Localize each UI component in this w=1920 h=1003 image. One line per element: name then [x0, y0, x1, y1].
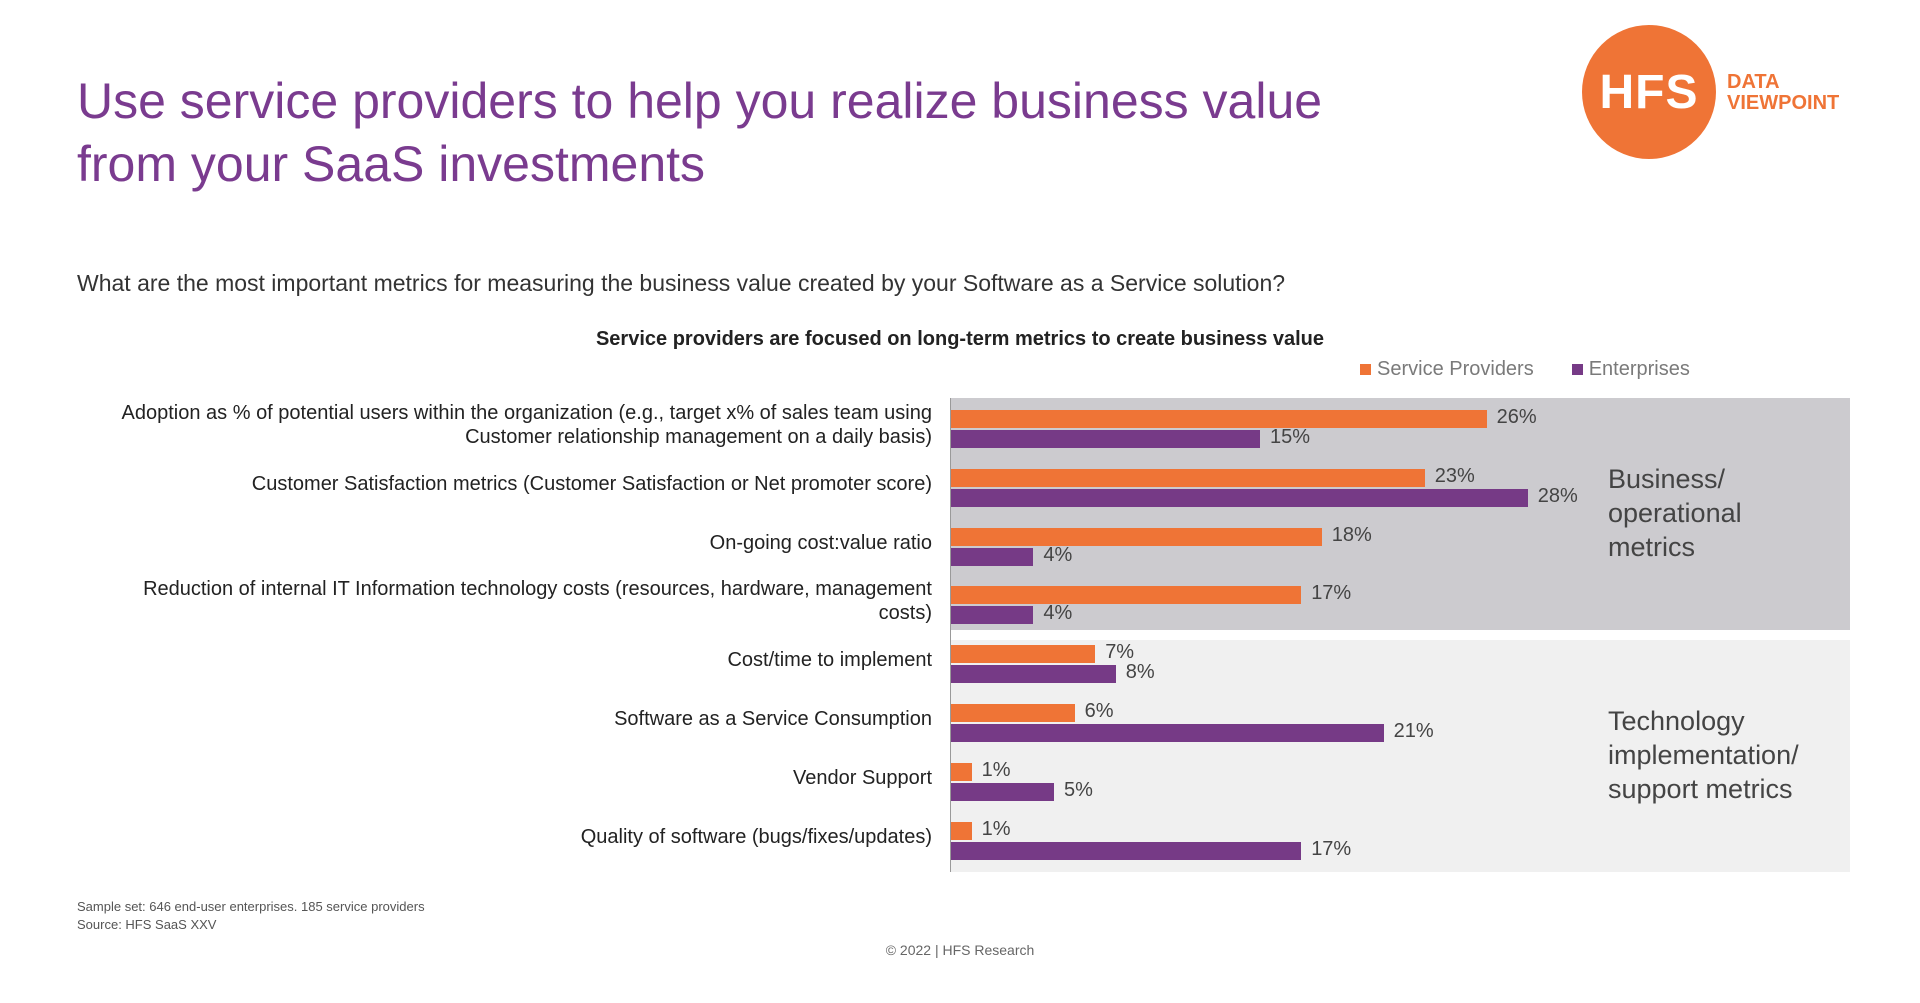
legend-swatch — [1571, 364, 1583, 375]
bar-value-label: 7% — [1105, 641, 1135, 664]
category-label-line: Customer relationship management on a da… — [465, 426, 932, 448]
group-label-line: implementation/ — [1608, 740, 1799, 770]
group-label-line: Business/ — [1608, 464, 1726, 494]
group-label-line: operational — [1608, 498, 1742, 528]
bar-service-providers — [951, 762, 972, 781]
category-label-line: Quality of software (bugs/fixes/updates) — [580, 825, 932, 848]
bar-service-providers — [951, 645, 1096, 664]
logo-subtitle: DATA VIEWPOINT — [1727, 72, 1839, 114]
title-line: Use service providers to help you realiz… — [77, 73, 1323, 129]
footnote-line: Source: HFS SaaS XXV — [77, 917, 217, 932]
hfs-data-viewpoint-logo: HFS DATA VIEWPOINT — [1582, 25, 1862, 165]
footnote-line: Sample set: 646 end-user enterprises. 18… — [77, 899, 425, 914]
bar-enterprises — [951, 841, 1302, 860]
bar-service-providers — [951, 468, 1425, 487]
bar-enterprises — [951, 488, 1528, 507]
category-label-line: Customer Satisfaction metrics (Customer … — [251, 472, 932, 495]
bar-value-label: 6% — [1084, 700, 1114, 722]
bar-value-label: 8% — [1125, 661, 1155, 684]
bar-value-label: 4% — [1043, 602, 1073, 625]
bar-service-providers — [951, 821, 972, 840]
category-label-line: costs) — [878, 602, 932, 625]
bar-value-label: 21% — [1393, 720, 1434, 742]
category-label-line: Software as a Service Consumption — [614, 708, 932, 730]
bar-enterprises — [951, 665, 1116, 684]
group-label-line: support metrics — [1608, 774, 1793, 804]
category-label: Vendor Support — [60, 766, 932, 790]
bar-value-label: 28% — [1537, 484, 1578, 507]
category-label-line: On-going cost:value ratio — [709, 531, 932, 554]
category-label: Cost/time to implement — [60, 648, 932, 672]
bar-value-label: 17% — [1311, 582, 1352, 605]
category-label: On-going cost:value ratio — [60, 531, 932, 555]
bar-value-label: 15% — [1270, 426, 1311, 448]
copyright: © 2022 | HFS Research — [885, 942, 1035, 958]
group-label-technology: Technology implementation/ support metri… — [1608, 704, 1799, 806]
bar-service-providers — [951, 586, 1302, 605]
chart-title: Service providers are focused on long-te… — [595, 328, 1325, 350]
bar-value-label: 1% — [981, 758, 1011, 781]
category-label-line: Cost/time to implement — [727, 649, 932, 672]
bar-value-label: 17% — [1311, 837, 1352, 860]
hfs-logo-circle: HFS — [1582, 25, 1716, 159]
category-label: Adoption as % of potential users within … — [60, 401, 932, 449]
category-label: Reduction of internal IT Information tec… — [60, 577, 932, 625]
footnote: Sample set: 646 end-user enterprises. 18… — [77, 898, 425, 934]
legend-label: Enterprises — [1588, 358, 1690, 380]
bar-service-providers — [951, 527, 1322, 546]
category-label: Customer Satisfaction metrics (Customer … — [60, 472, 932, 496]
legend-label: Service Providers — [1377, 358, 1534, 380]
category-label-line: Reduction of internal IT Information tec… — [143, 578, 932, 601]
bar-value-label: 1% — [981, 817, 1011, 840]
bar-enterprises — [951, 606, 1034, 625]
category-label-line: Adoption as % of potential users within … — [121, 402, 932, 424]
legend-item-service-providers: Service Providers — [1360, 358, 1534, 381]
bar-value-label: 26% — [1496, 406, 1537, 428]
bar-enterprises — [951, 547, 1034, 566]
group-label-line: Technology — [1608, 706, 1745, 736]
legend-item-enterprises: Enterprises — [1571, 358, 1690, 381]
logo-subtitle-line: VIEWPOINT — [1727, 92, 1840, 114]
bar-service-providers — [951, 704, 1075, 722]
chart-legend: Service Providers Enterprises — [1360, 358, 1690, 381]
bar-value-label: 4% — [1043, 543, 1073, 566]
logo-subtitle-line: DATA — [1727, 71, 1780, 93]
category-label: Software as a Service Consumption — [60, 707, 932, 731]
legend-swatch — [1360, 364, 1371, 375]
bar-enterprises — [951, 724, 1384, 742]
bar-enterprises — [951, 430, 1260, 448]
bar-service-providers — [951, 410, 1487, 428]
group-label-line: metrics — [1608, 532, 1695, 562]
survey-question: What are the most important metrics for … — [77, 270, 1286, 296]
slide-title: Use service providers to help you realiz… — [77, 70, 1457, 196]
category-label-line: Vendor Support — [793, 766, 932, 789]
bar-value-label: 23% — [1434, 464, 1475, 487]
category-label: Quality of software (bugs/fixes/updates) — [60, 825, 932, 849]
bar-enterprises — [951, 782, 1054, 801]
bar-value-label: 5% — [1064, 778, 1093, 801]
bar-value-label: 18% — [1331, 523, 1372, 546]
chart-axis-line — [950, 398, 951, 872]
title-line: from your SaaS investments — [77, 136, 706, 192]
group-label-business: Business/ operational metrics — [1608, 462, 1742, 564]
